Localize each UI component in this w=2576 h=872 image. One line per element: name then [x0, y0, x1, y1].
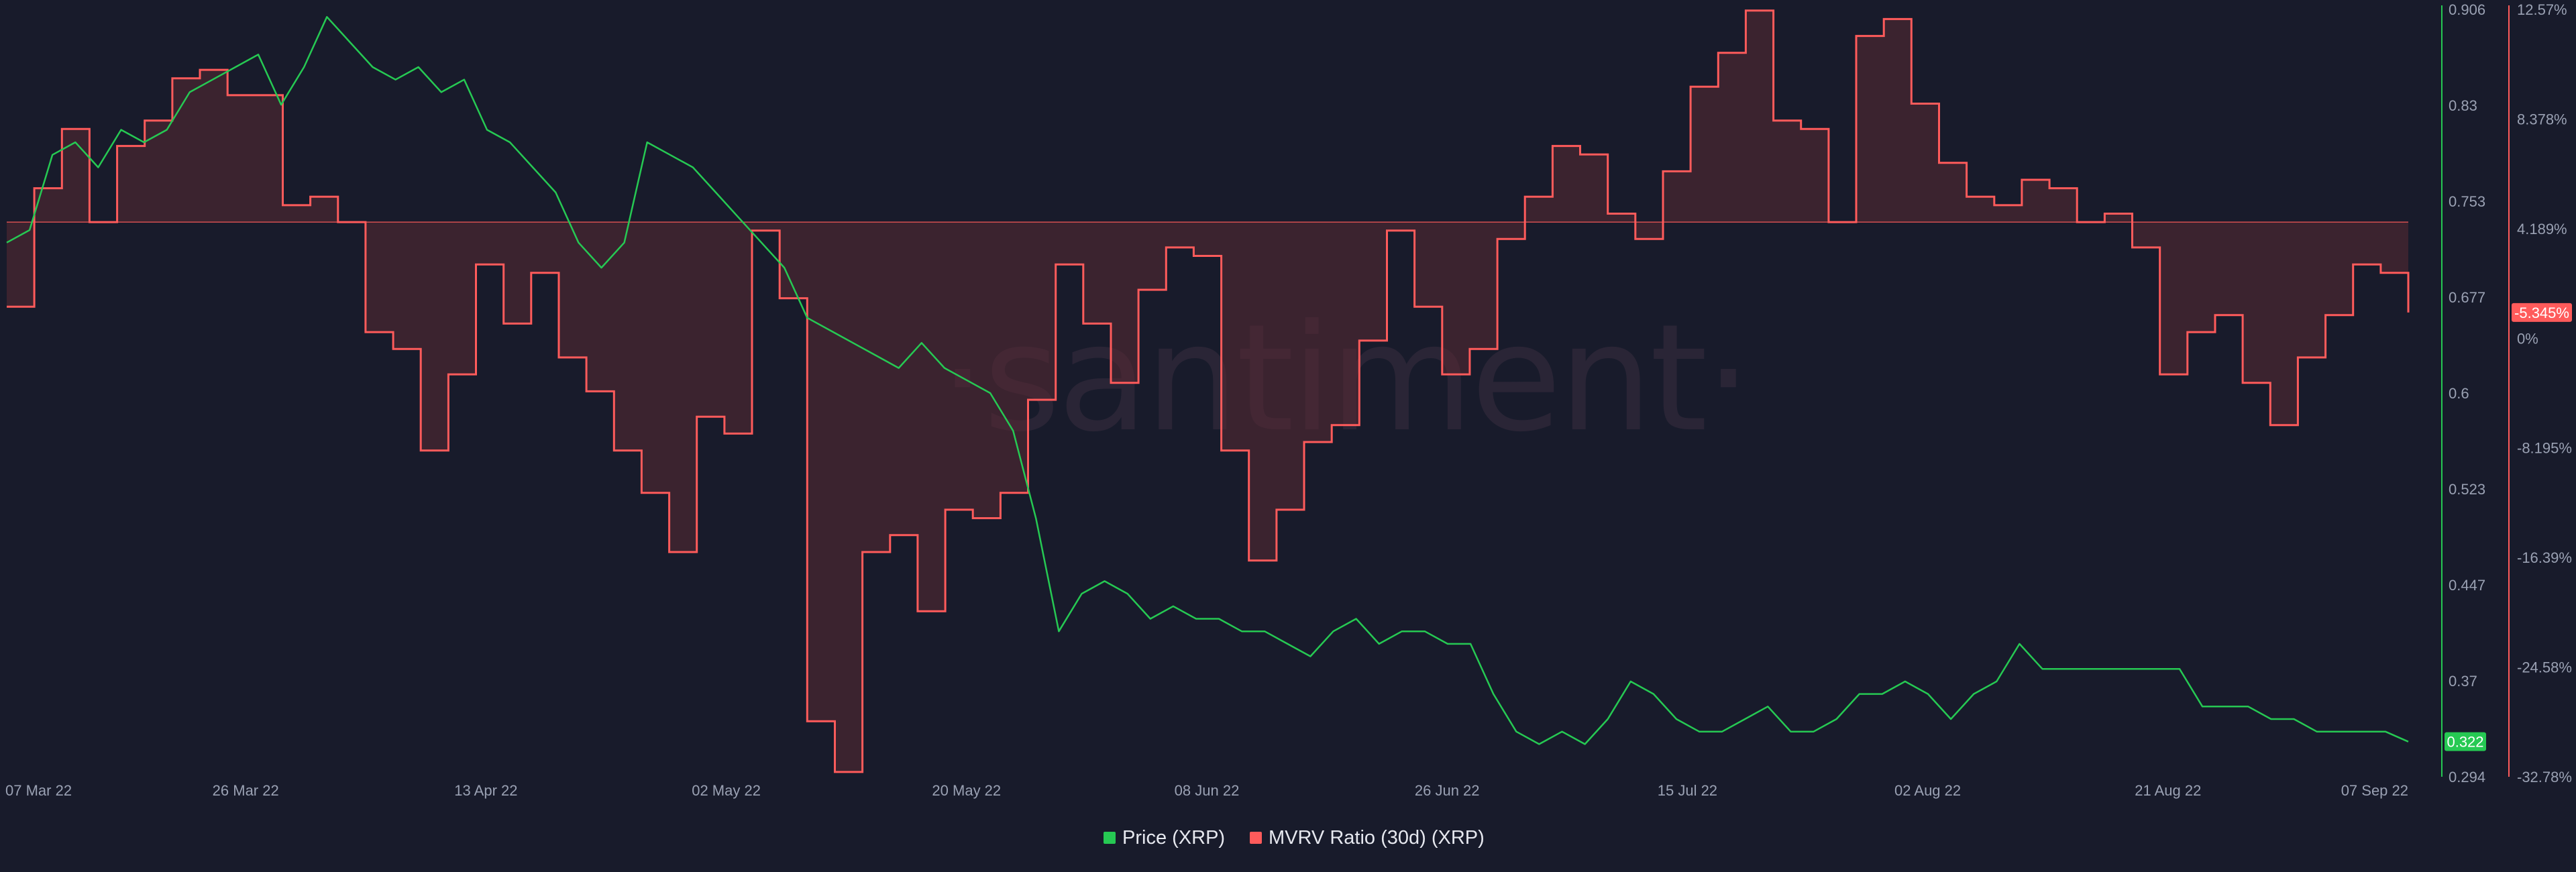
x-tick-label: 21 Aug 22: [2135, 782, 2201, 799]
price-tick-label: 0.83: [2449, 97, 2477, 114]
legend-swatch: [1104, 832, 1116, 844]
price-tick-label: 0.677: [2449, 289, 2485, 306]
x-tick-label: 26 Jun 22: [1415, 782, 1480, 799]
price-current-badge: 0.322: [2445, 732, 2486, 751]
mvrv-series-layer: [7, 9, 2410, 773]
mvrv-tick-label: -24.58%: [2517, 659, 2572, 676]
price-series-layer: [6, 15, 2409, 745]
legend-item[interactable]: Price (XRP): [1104, 827, 1225, 849]
x-tick-label: 07 Sep 22: [2341, 782, 2408, 799]
mvrv-tick-label: -32.78%: [2517, 769, 2572, 785]
x-tick-label: 26 Mar 22: [213, 782, 279, 799]
chart-legend[interactable]: Price (XRP) MVRV Ratio (30d) (XRP): [1104, 827, 1485, 849]
x-axis-ticks: 07 Mar 22 26 Mar 22 13 Apr 22 02 May 22 20 M…: [5, 782, 2408, 799]
mvrv-current-box: [2512, 303, 2572, 322]
x-tick-label: 15 Jul 22: [1658, 782, 1717, 799]
x-tick-label: 07 Mar 22: [5, 782, 72, 799]
mvrv-tick-label: 0%: [2517, 330, 2538, 347]
legend-label: MVRV Ratio (30d) (XRP): [1269, 827, 1485, 849]
price-tick-label: 0.6: [2449, 385, 2469, 402]
mvrv-tick-label: 8.378%: [2517, 111, 2567, 127]
x-tick-label: 13 Apr 22: [454, 782, 517, 799]
price-tick-label: 0.447: [2449, 577, 2485, 594]
price-current-box: [2445, 732, 2486, 751]
legend-label: Price (XRP): [1122, 827, 1225, 849]
mvrv-area: [7, 10, 2408, 772]
x-tick-label: 02 May 22: [692, 782, 761, 799]
mvrv-tick-label: 4.189%: [2517, 221, 2567, 237]
mvrv-current-value: -5.345%: [2514, 305, 2569, 321]
mvrv-axis-ticks: 12.57% 8.378% 4.189% 0% -8.195% -16.39% -24.58…: [2517, 1, 2572, 785]
mvrv-tick-label: -16.39%: [2517, 549, 2572, 566]
legend-swatch: [1250, 832, 1262, 844]
price-line: [6, 15, 2409, 745]
price-axis-ticks: 0.906 0.83 0.753 0.677 0.6 0.523 0.447 0.37 0.29…: [2449, 1, 2485, 785]
price-tick-label: 0.906: [2449, 1, 2485, 18]
price-tick-label: 0.37: [2449, 673, 2477, 690]
legend-item[interactable]: MVRV Ratio (30d) (XRP): [1250, 827, 1485, 849]
price-current-value: 0.322: [2447, 734, 2483, 751]
x-tick-label: 08 Jun 22: [1175, 782, 1240, 799]
price-tick-label: 0.523: [2449, 481, 2485, 498]
mvrv-tick-label: 12.57%: [2517, 1, 2567, 18]
mvrv-current-badge: -5.345%: [2512, 303, 2572, 322]
price-tick-label: 0.294: [2449, 769, 2485, 785]
price-tick-label: 0.753: [2449, 193, 2485, 210]
x-tick-label: 02 Aug 22: [1894, 782, 1961, 799]
x-tick-label: 20 May 22: [932, 782, 1001, 799]
mvrv-tick-label: -8.195%: [2517, 440, 2572, 457]
mvrv-line: [7, 9, 2410, 773]
